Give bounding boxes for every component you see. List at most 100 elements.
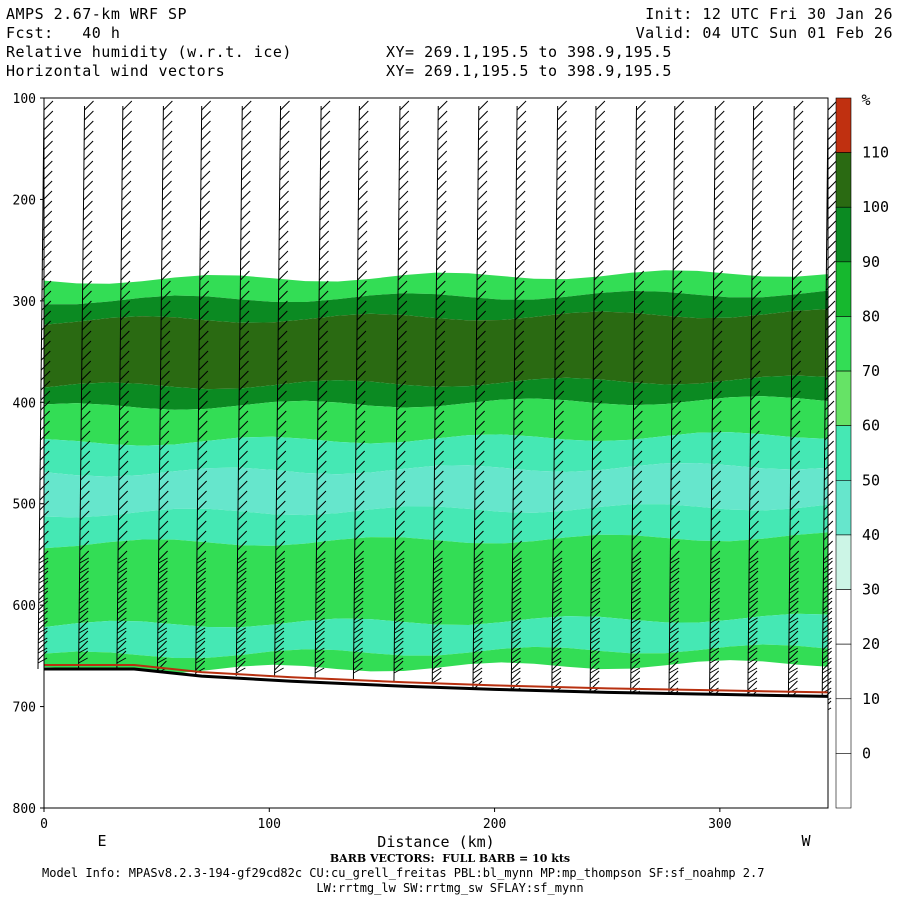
barb-tick xyxy=(353,640,364,651)
barb-tick xyxy=(78,627,89,634)
barb-tick xyxy=(478,130,488,141)
barb-tick xyxy=(709,657,720,664)
barb-tick xyxy=(435,350,445,361)
barb-staff xyxy=(821,105,829,717)
barb-tick xyxy=(237,490,248,501)
barb-tick xyxy=(118,450,129,461)
barb-tick xyxy=(157,600,168,611)
barb-tick xyxy=(590,640,600,651)
barb-tick xyxy=(318,340,328,351)
barb-tick xyxy=(632,430,643,441)
barb-tick xyxy=(357,220,368,231)
barb-tick xyxy=(473,607,483,614)
barb-tick xyxy=(119,400,129,411)
barb-tick xyxy=(317,390,328,401)
barb-tick xyxy=(353,630,364,641)
barb-tick xyxy=(38,587,49,594)
barb-tick xyxy=(552,557,563,564)
barb-tick xyxy=(40,410,51,421)
barb-tick xyxy=(590,637,600,644)
barb-tick xyxy=(356,310,367,321)
barb-tick xyxy=(750,430,760,441)
barb-tick xyxy=(157,610,168,621)
barb-tick xyxy=(434,450,444,461)
barb-tick xyxy=(238,390,249,401)
barb-tick xyxy=(119,340,130,351)
x-tick-label: 200 xyxy=(483,817,506,832)
barb-tick xyxy=(200,190,211,201)
barb-tick xyxy=(511,607,522,614)
barb-tick xyxy=(355,470,365,481)
barb-tick xyxy=(158,567,168,574)
barb-tick xyxy=(822,630,833,641)
barb-tick xyxy=(394,567,405,574)
barb-tick xyxy=(825,310,836,321)
barb-tick xyxy=(713,280,723,291)
barb-tick xyxy=(79,557,89,564)
barb-tick xyxy=(750,340,761,351)
barb-tick xyxy=(514,320,525,331)
barb-tick xyxy=(240,210,251,221)
barb-tick xyxy=(790,430,801,441)
barb-tick xyxy=(198,370,209,381)
barb-tick xyxy=(557,120,567,131)
barb-tick xyxy=(789,510,800,521)
y-tick-label: 200 xyxy=(13,193,36,208)
barb-tick xyxy=(751,250,762,261)
barb-tick xyxy=(789,550,800,561)
barb-tick xyxy=(319,230,330,241)
barb-tick xyxy=(516,130,527,141)
barb-tick xyxy=(159,410,170,421)
barb-tick xyxy=(158,500,169,511)
barb-tick xyxy=(161,260,172,271)
barb-tick xyxy=(398,160,409,171)
barb-tick xyxy=(633,350,644,361)
terrain-line xyxy=(44,667,829,698)
barb-tick xyxy=(396,410,407,421)
barb-tick xyxy=(276,440,287,451)
barb-tick xyxy=(393,660,404,671)
barb-tick xyxy=(239,300,250,311)
barb-tick xyxy=(748,617,758,624)
barb-tick xyxy=(791,300,802,311)
barb-tick xyxy=(120,260,131,271)
barb-tick xyxy=(433,520,444,531)
barb-tick xyxy=(669,570,680,581)
barb-tick xyxy=(314,667,325,674)
barb-tick xyxy=(634,240,645,251)
barb-tick xyxy=(395,470,406,481)
barb-tick xyxy=(788,590,799,601)
barb-tick xyxy=(709,610,720,621)
barb-tick xyxy=(748,630,758,641)
barb-tick xyxy=(317,410,328,421)
barb-tick xyxy=(825,300,836,311)
barb-tick xyxy=(752,210,762,221)
barb-tick xyxy=(320,110,331,121)
barb-tick xyxy=(37,650,48,661)
barb-tick xyxy=(199,230,210,241)
barb-tick xyxy=(42,180,53,191)
barb-tick xyxy=(201,120,211,131)
barb-tick xyxy=(200,130,211,141)
barb-tick xyxy=(195,647,206,654)
barb-tick xyxy=(241,180,251,191)
barb-tick xyxy=(37,640,48,651)
barb-tick xyxy=(474,470,485,481)
barb-tick xyxy=(750,390,761,401)
barb-tick xyxy=(555,320,565,331)
barb-tick xyxy=(317,370,328,381)
barb-tick xyxy=(789,567,799,574)
barb-tick xyxy=(198,410,208,421)
barb-tick xyxy=(555,310,565,321)
barb-tick xyxy=(315,610,326,621)
barb-tick xyxy=(82,220,93,231)
barb-tick xyxy=(278,250,289,261)
barb-tick xyxy=(473,627,483,634)
barb-tick xyxy=(590,577,601,584)
y-tick-label: 600 xyxy=(13,599,36,614)
barb-tick xyxy=(394,637,404,644)
barb-tick xyxy=(593,270,604,281)
barb-tick xyxy=(353,620,364,631)
barb-tick xyxy=(238,450,248,461)
barb-tick xyxy=(119,370,130,381)
